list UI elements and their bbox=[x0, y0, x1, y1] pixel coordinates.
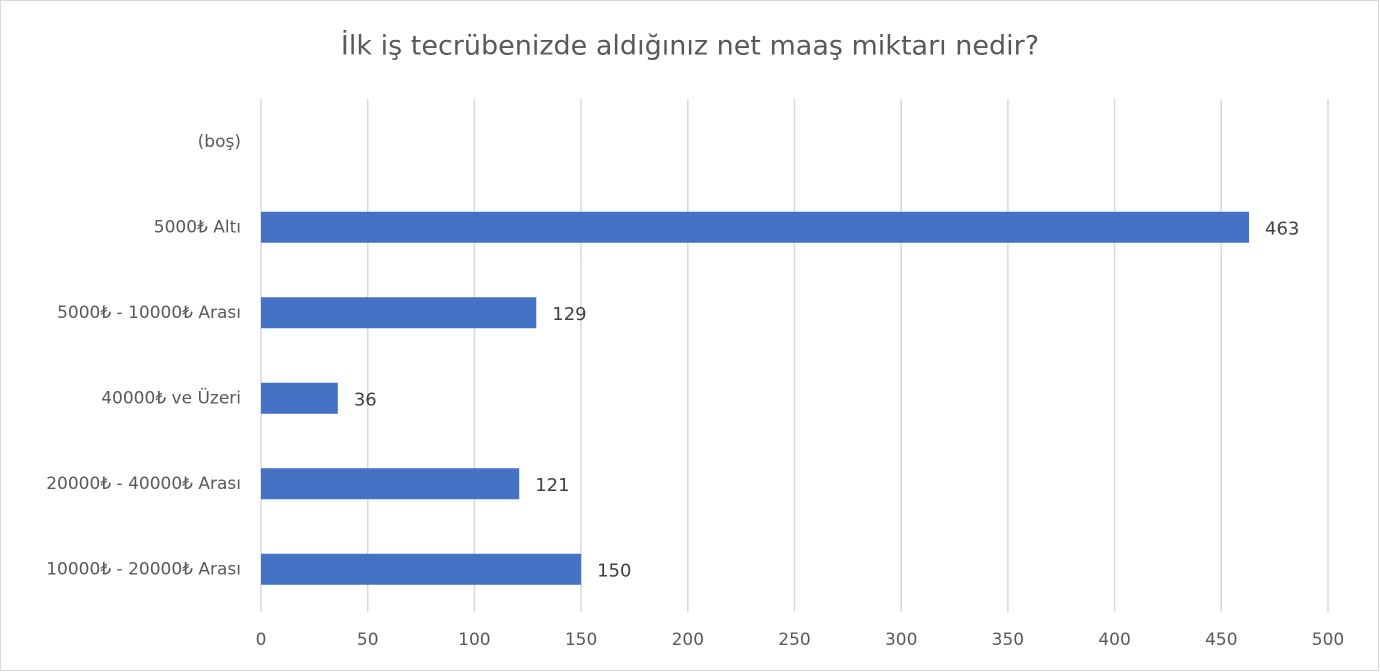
bar bbox=[261, 211, 1250, 243]
x-tick-label: 150 bbox=[565, 630, 597, 650]
value-label: 129 bbox=[552, 304, 586, 325]
bar bbox=[261, 382, 338, 414]
x-tick-label: 100 bbox=[458, 630, 490, 650]
y-tick-label: 5000₺ Altı bbox=[154, 217, 241, 237]
x-tick-label: 400 bbox=[1098, 630, 1130, 650]
value-label: 463 bbox=[1265, 218, 1299, 239]
value-label: 121 bbox=[535, 475, 569, 496]
x-tick-label: 50 bbox=[357, 630, 379, 650]
x-tick-label: 450 bbox=[1205, 630, 1237, 650]
y-tick-label: 5000₺ - 10000₺ Arası bbox=[57, 303, 241, 323]
bar bbox=[261, 553, 582, 585]
x-tick-label: 300 bbox=[885, 630, 917, 650]
bar bbox=[261, 468, 520, 500]
x-tick-label: 500 bbox=[1312, 630, 1344, 650]
y-tick-label: 10000₺ - 20000₺ Arası bbox=[46, 559, 241, 579]
y-tick-label: 20000₺ - 40000₺ Arası bbox=[46, 474, 241, 494]
value-label: 36 bbox=[354, 389, 377, 410]
x-tick-label: 250 bbox=[778, 630, 810, 650]
x-tick-label: 0 bbox=[256, 630, 267, 650]
value-label: 150 bbox=[597, 560, 631, 581]
x-tick-label: 350 bbox=[992, 630, 1024, 650]
y-tick-label: (boş) bbox=[198, 132, 241, 152]
x-tick-label: 200 bbox=[672, 630, 704, 650]
chart-title: İlk iş tecrübenizde aldığınız net maaş m… bbox=[341, 30, 1039, 62]
bar bbox=[261, 297, 537, 329]
y-tick-label: 40000₺ ve Üzeri bbox=[101, 386, 241, 408]
